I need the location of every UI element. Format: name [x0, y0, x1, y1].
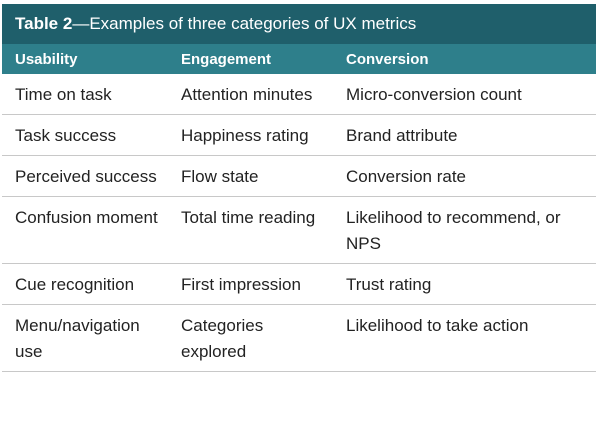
table-row: Cue recognition First impression Trust r… — [2, 263, 596, 305]
table-cell: Attention minutes — [168, 74, 333, 115]
table-cell: Happiness rating — [168, 114, 333, 156]
ux-metrics-table: Table 2—Examples of three categories of … — [2, 4, 596, 372]
table-cell: Categories explored — [168, 304, 333, 372]
table-cell: Perceived success — [2, 155, 168, 197]
metrics-grid: Usability Engagement Conversion Time on … — [2, 44, 596, 372]
table-caption: Table 2—Examples of three categories of … — [2, 4, 596, 44]
table-cell: Cue recognition — [2, 263, 168, 305]
table-cell: Menu/navigation use — [2, 304, 168, 372]
table-cell: Confusion moment — [2, 196, 168, 264]
caption-text: —Examples of three categories of UX metr… — [72, 14, 417, 33]
table-row: Task success Happiness rating Brand attr… — [2, 114, 596, 156]
table-cell: Conversion rate — [333, 155, 596, 197]
table-cell: Flow state — [168, 155, 333, 197]
table-cell: Brand attribute — [333, 114, 596, 156]
table-row: Perceived success Flow state Conversion … — [2, 155, 596, 197]
table-row: Time on task Attention minutes Micro-con… — [2, 74, 596, 115]
table-row: Menu/navigation use Categories explored … — [2, 304, 596, 372]
header-engagement: Engagement — [168, 44, 333, 74]
table-cell: First impression — [168, 263, 333, 305]
table-cell: Micro-conversion count — [333, 74, 596, 115]
table-row: Confusion moment Total time reading Like… — [2, 196, 596, 264]
header-usability: Usability — [2, 44, 168, 74]
table-cell: Likelihood to take action — [333, 304, 596, 372]
header-conversion: Conversion — [333, 44, 596, 74]
table-cell: Time on task — [2, 74, 168, 115]
table-cell: Likelihood to recommend, or NPS — [333, 196, 596, 264]
table-cell: Total time reading — [168, 196, 333, 264]
header-row: Usability Engagement Conversion — [2, 44, 596, 74]
table-cell: Task success — [2, 114, 168, 156]
caption-label: Table 2 — [15, 14, 73, 33]
table-cell: Trust rating — [333, 263, 596, 305]
